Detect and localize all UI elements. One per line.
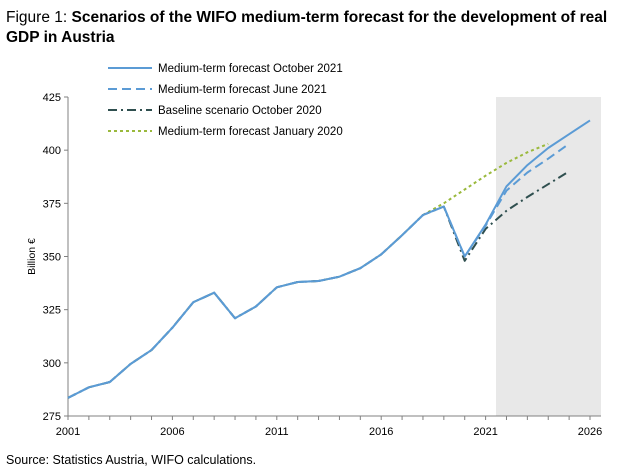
y-tick-label: 425 <box>43 92 61 104</box>
x-tick-label: 2026 <box>578 426 602 438</box>
legend-label-1: Medium-term forecast June 2021 <box>158 84 327 96</box>
x-tick-label: 2006 <box>160 426 184 438</box>
legend-label-2: Baseline scenario October 2020 <box>158 105 322 117</box>
y-tick-label: 325 <box>43 305 61 317</box>
series-line-1 <box>67 142 570 399</box>
y-axis-label: Billion € <box>26 238 38 275</box>
x-tick-label: 2021 <box>473 426 497 438</box>
y-tick-label: 275 <box>43 411 61 423</box>
source-note: Source: Statistics Austria, WIFO calcula… <box>6 453 257 467</box>
x-tick-label: 2011 <box>265 426 289 438</box>
figure-title-text: Scenarios of the WIFO medium-term foreca… <box>6 9 608 46</box>
x-tick-label: 2001 <box>56 426 80 438</box>
series-line-0 <box>67 119 591 399</box>
figure-title: Figure 1: Scenarios of the WIFO medium-t… <box>6 8 618 48</box>
y-tick-label: 375 <box>43 198 61 210</box>
legend-label-0: Medium-term forecast October 2021 <box>158 63 343 75</box>
y-tick-label: 400 <box>43 145 61 157</box>
y-tick-label: 300 <box>43 358 61 370</box>
series-line-2 <box>67 170 570 399</box>
legend-label-3: Medium-term forecast January 2020 <box>158 126 343 138</box>
x-tick-label: 2016 <box>369 426 393 438</box>
forecast-shaded-region <box>496 97 601 416</box>
series-line-3 <box>67 142 549 399</box>
figure-prefix: Figure 1: <box>6 9 72 26</box>
y-tick-label: 350 <box>43 252 61 264</box>
